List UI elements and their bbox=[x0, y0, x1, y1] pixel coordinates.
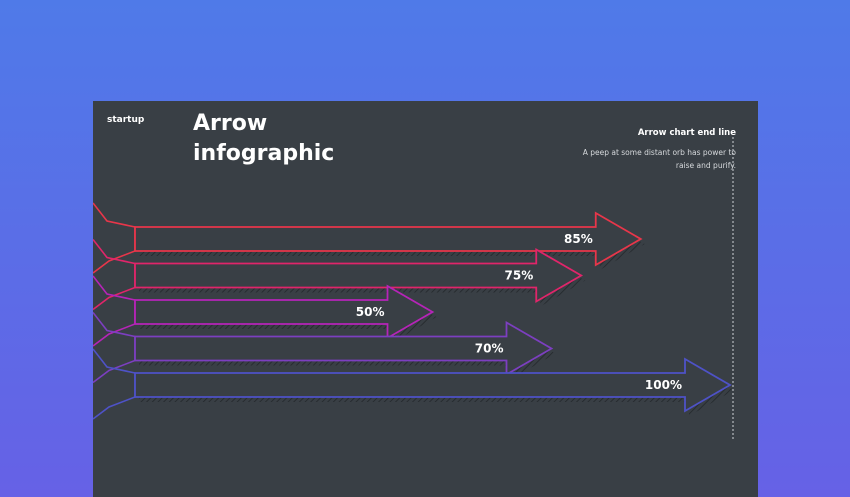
end-line-title: Arrow chart end line bbox=[637, 128, 736, 138]
title-line-1: Arrow bbox=[193, 111, 268, 136]
arrow-value-label-3: 50% bbox=[356, 305, 385, 319]
slide-title: Arrow infographic bbox=[193, 109, 413, 169]
arrow-bar-1 bbox=[134, 211, 643, 267]
title-line-2: infographic bbox=[193, 141, 335, 166]
end-line-description: A peep at some distant orb has power to … bbox=[582, 148, 736, 170]
arrow-value-label-4: 70% bbox=[475, 342, 504, 356]
arrow-bar-3 bbox=[134, 284, 435, 340]
arrow-value-label-2: 75% bbox=[505, 269, 534, 283]
arrow-bar-2 bbox=[134, 247, 584, 304]
arrow-chart: 85% 75% 50% 70% 100% bbox=[93, 137, 734, 441]
slide: startup Arrow infographic Arrow chart en… bbox=[93, 101, 758, 497]
brand-label: startup bbox=[107, 115, 145, 125]
arrow-value-label-1: 85% bbox=[564, 232, 593, 246]
arrow-connector-5 bbox=[93, 348, 136, 420]
arrows-group: 85% 75% 50% 70% 100% bbox=[93, 202, 734, 420]
arrow-bar-5 bbox=[134, 357, 732, 413]
arrow-value-label-5: 100% bbox=[645, 378, 682, 392]
arrow-bar-4 bbox=[134, 320, 554, 377]
